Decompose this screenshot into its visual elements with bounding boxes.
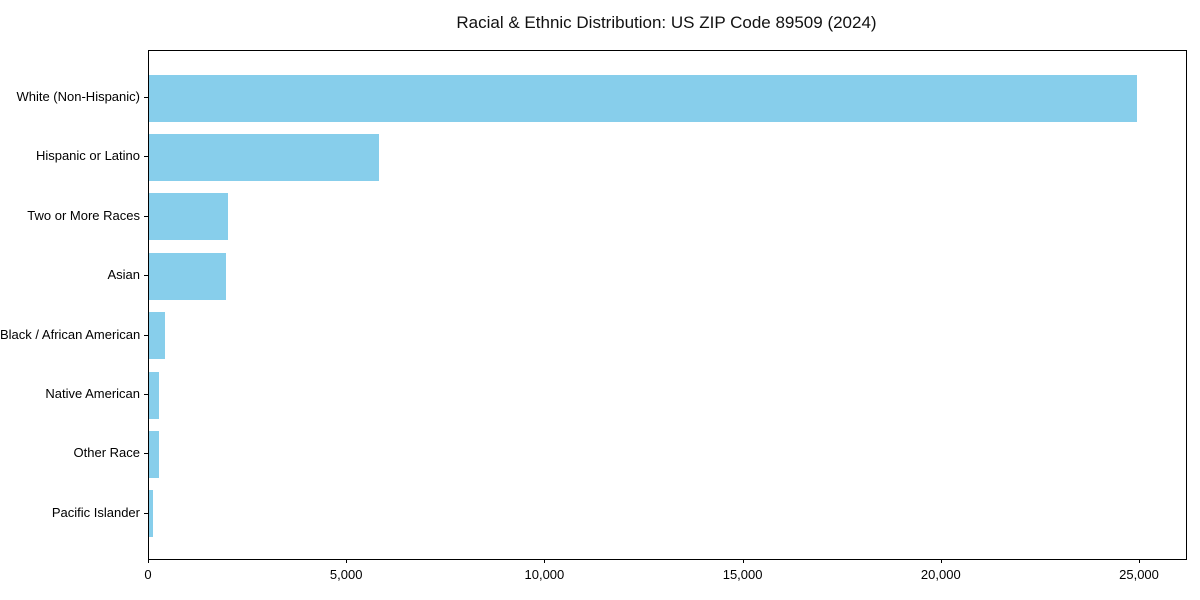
y-axis-label: Black / African American — [0, 326, 141, 342]
bar-pacific-islander — [149, 490, 154, 538]
bar-black-african-american — [149, 312, 166, 360]
x-tick-mark — [742, 559, 744, 563]
y-axis-label: Native American — [45, 386, 140, 401]
y-axis-label: Pacific Islander — [51, 504, 140, 520]
x-tick-label: 25,000 — [1119, 567, 1159, 582]
x-tick-mark — [1139, 559, 1140, 563]
bar-asian — [149, 252, 226, 300]
y-axis-label: Two or More Races — [27, 207, 140, 223]
y-tick-mark — [144, 453, 148, 455]
bar-white-non-hispanic — [149, 74, 1137, 122]
x-tick-mark — [148, 559, 149, 563]
y-axis-label: White (Non-Hispanic) — [16, 89, 140, 104]
y-tick-mark — [144, 275, 148, 277]
x-tick-label: 10,000 — [524, 567, 565, 582]
x-tick-label: 5,000 — [329, 567, 363, 582]
y-tick-mark — [144, 512, 148, 514]
y-tick-mark — [144, 156, 148, 158]
x-tick-label: 0 — [144, 567, 152, 582]
x-tick-label: 15,000 — [722, 567, 763, 582]
bar-two-or-more-races — [149, 193, 228, 241]
x-tick-mark — [940, 559, 942, 563]
bar-native-american — [149, 371, 159, 419]
x-tick-mark — [544, 559, 546, 563]
chart-title: Racial & Ethnic Distribution: US ZIP Cod… — [456, 13, 877, 32]
y-tick-mark — [144, 215, 148, 217]
y-axis-label: Other Race — [73, 445, 140, 461]
y-tick-mark — [144, 97, 148, 98]
plot-area — [148, 50, 1187, 560]
y-tick-mark — [144, 394, 148, 395]
x-tick-label: 20,000 — [920, 567, 961, 582]
x-tick-mark — [346, 559, 348, 563]
y-axis-label: Asian — [107, 267, 140, 283]
bar-other-race — [149, 430, 159, 478]
y-axis-label: Hispanic or Latino — [35, 148, 140, 164]
bar-hispanic-or-latino — [149, 133, 379, 181]
y-tick-mark — [144, 334, 148, 336]
